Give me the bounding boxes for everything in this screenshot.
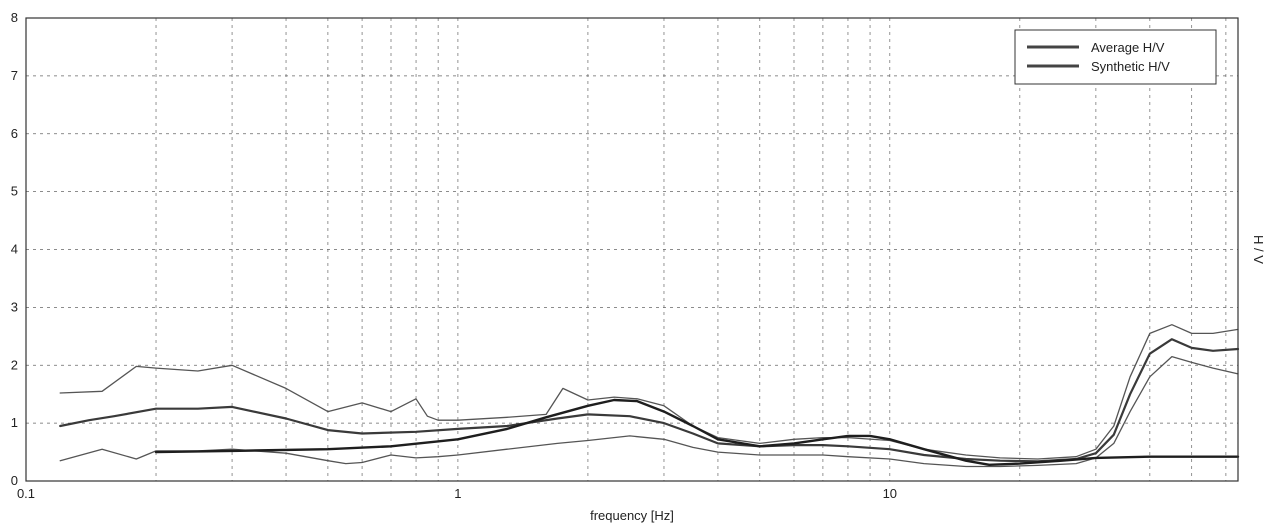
y-tick-label: 8: [11, 10, 18, 25]
legend-box: [1014, 29, 1217, 85]
grid: [26, 18, 1238, 481]
series-layer: [59, 324, 1240, 468]
y-tick-label: 6: [11, 126, 18, 141]
x-tick-label: 10: [883, 486, 897, 501]
y-axis-title: H / V: [1251, 235, 1266, 264]
y-tick-label: 7: [11, 68, 18, 83]
y-tick-label: 4: [11, 242, 18, 257]
legend-label-average: Average H/V: [1091, 40, 1165, 55]
series-line-0: [59, 338, 1240, 463]
tick-labels: 0 1 2 3 4 5 6 7 8 0.1 1 10: [11, 10, 897, 501]
series-line-1: [59, 324, 1239, 460]
plot-frame: [25, 17, 1239, 482]
y-tick-label: 5: [11, 184, 18, 199]
legend-label-synthetic: Synthetic H/V: [1091, 59, 1170, 74]
x-tick-label: 0.1: [17, 486, 35, 501]
x-axis-title: frequency [Hz]: [590, 508, 674, 523]
x-tick-label: 1: [454, 486, 461, 501]
y-tick-label: 0: [11, 473, 18, 488]
series-line-2: [59, 355, 1239, 468]
series-line-3: [154, 398, 1240, 466]
y-tick-label: 3: [11, 299, 18, 314]
y-tick-label: 1: [11, 415, 18, 430]
legend: Average H/V Synthetic H/V: [1014, 29, 1217, 85]
y-tick-label: 2: [11, 357, 18, 372]
